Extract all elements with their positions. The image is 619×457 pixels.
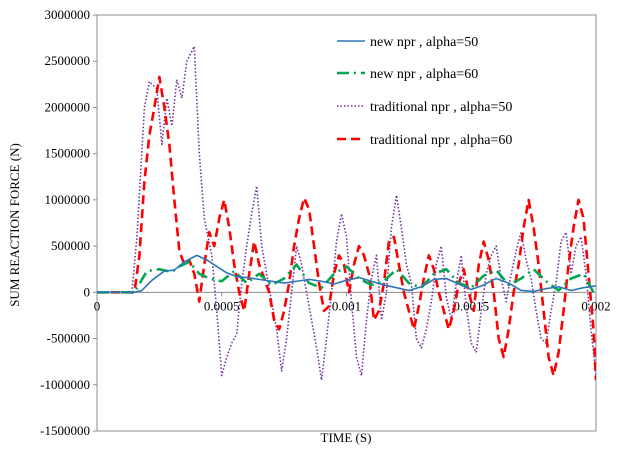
x-tick-label: 0.002: [581, 298, 610, 313]
series-line-1: [97, 254, 596, 294]
series-line-2: [97, 260, 596, 298]
series-layer: [97, 45, 596, 381]
series-line-4: [97, 75, 596, 381]
legend: new npr , alpha=50 new npr , alpha=60 trad…: [337, 35, 512, 148]
x-axis-title: TIME (S): [321, 430, 372, 445]
x-tick-label: 0: [94, 298, 101, 313]
y-tick-label: 2500000: [45, 53, 91, 68]
y-tick-label: -1000000: [40, 377, 90, 392]
legend-label-1: new npr , alpha=50: [370, 35, 478, 50]
x-tick-label: 0.0005: [204, 298, 240, 313]
series-line-3: [97, 45, 596, 381]
y-tick-label: 3000000: [45, 7, 91, 22]
y-tick-label: -500000: [47, 331, 90, 346]
y-tick-label: 2000000: [45, 99, 91, 114]
axes: -1500000 -1000000 -500000 0 500000 1000000 150…: [40, 7, 610, 438]
plot-area: [96, 14, 597, 432]
y-tick-label: 1500000: [45, 146, 91, 161]
y-tick-label: -1500000: [40, 423, 90, 438]
legend-label-2: new npr , alpha=60: [370, 67, 478, 82]
y-tick-label: 1000000: [45, 192, 91, 207]
x-tick-label: 0.0015: [453, 298, 489, 313]
y-tick-label: 500000: [51, 238, 90, 253]
x-tick-label: 0.001: [332, 298, 361, 313]
plot-frame: [96, 14, 597, 432]
legend-label-3: traditional npr , alpha=50: [370, 100, 512, 115]
legend-label-4: traditional npr , alpha=60: [370, 133, 512, 148]
y-tick-label: 0: [84, 284, 91, 299]
y-axis-title: SUM REACTION FORCE (N): [7, 143, 22, 307]
